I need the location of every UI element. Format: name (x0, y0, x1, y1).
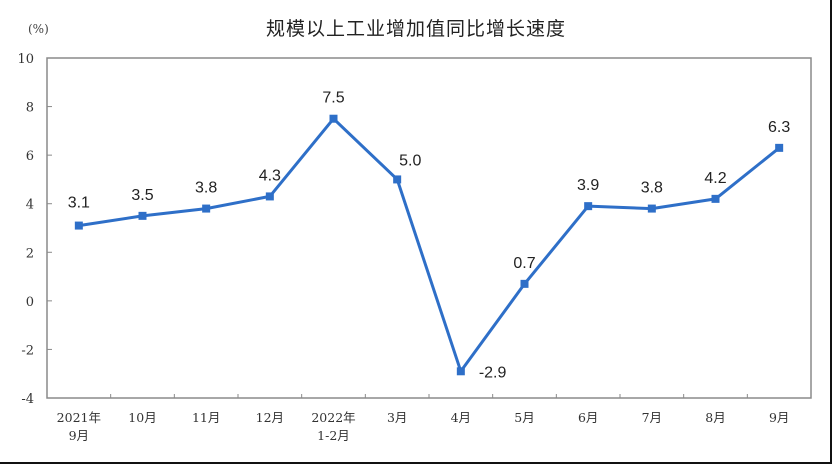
y-tick-label: 10 (17, 52, 34, 67)
x-tick-label: 12月 (256, 410, 284, 425)
x-tick-label: 3月 (387, 410, 407, 425)
y-tick-label: -2 (21, 343, 34, 358)
x-tick-label: 8月 (705, 410, 725, 425)
data-value-label: 5.0 (399, 152, 421, 169)
x-tick-label: 9月 (69, 428, 89, 443)
chart-title: 规模以上工业增加值同比增长速度 (265, 18, 566, 40)
data-value-label: 3.1 (68, 195, 90, 212)
y-axis-unit-label: (%) (28, 22, 49, 36)
data-point-marker (138, 211, 147, 220)
x-tick-label: 1-2月 (317, 428, 350, 443)
data-point-marker (584, 202, 593, 211)
x-tick-label: 9月 (769, 410, 789, 425)
x-tick-label: 6月 (578, 410, 598, 425)
data-value-label: 4.3 (259, 167, 281, 184)
y-tick-label: 2 (26, 246, 34, 261)
y-tick-label: 0 (26, 295, 34, 310)
data-point-marker (329, 114, 338, 123)
x-tick-label: 5月 (514, 410, 534, 425)
data-value-label: 3.5 (131, 187, 153, 204)
y-tick-label: 8 (26, 101, 34, 116)
y-axis-ticks: 10 8 6 4 2 0 -2 -4 (17, 52, 52, 407)
data-point-marker (647, 204, 656, 213)
data-markers (74, 114, 784, 376)
data-point-marker (74, 221, 83, 230)
x-tick-label: 2022年 (311, 410, 355, 425)
data-value-label: 3.9 (577, 177, 599, 194)
data-value-label: 7.5 (322, 90, 344, 107)
data-value-label: 4.2 (704, 170, 726, 187)
data-point-marker (711, 194, 720, 203)
x-tick-label: 4月 (451, 410, 471, 425)
data-point-marker (520, 279, 529, 288)
plot-axes (46, 57, 812, 399)
data-labels: 3.1 3.5 3.8 4.3 7.5 5.0 -2.9 0.7 3.9 3.8 4.2 6.3 (68, 90, 791, 382)
data-point-marker (456, 367, 465, 376)
data-point-marker (393, 175, 402, 184)
data-point-marker (202, 204, 211, 213)
plot-area-border (46, 57, 812, 399)
data-point-marker (775, 143, 784, 152)
y-tick-label: 4 (26, 198, 34, 213)
data-value-label: 3.8 (641, 180, 663, 197)
data-point-marker (265, 192, 274, 201)
data-line (78, 117, 781, 373)
x-tick-label: 10月 (128, 410, 156, 425)
y-tick-label: 6 (26, 149, 34, 164)
x-tick-label: 7月 (642, 410, 662, 425)
data-value-label: 3.8 (195, 180, 217, 197)
x-axis-ticks: 2021年 9月 10月 11月 12月 2022年 1-2月 3月 4月 5月 6月 7月 8月 9月 (57, 394, 789, 443)
data-value-label: -2.9 (479, 364, 507, 381)
data-value-label: 6.3 (768, 119, 790, 136)
data-value-label: 0.7 (513, 255, 535, 272)
y-tick-label: -4 (21, 392, 34, 407)
x-tick-label: 2021年 (57, 410, 101, 425)
x-tick-label: 11月 (192, 410, 220, 425)
